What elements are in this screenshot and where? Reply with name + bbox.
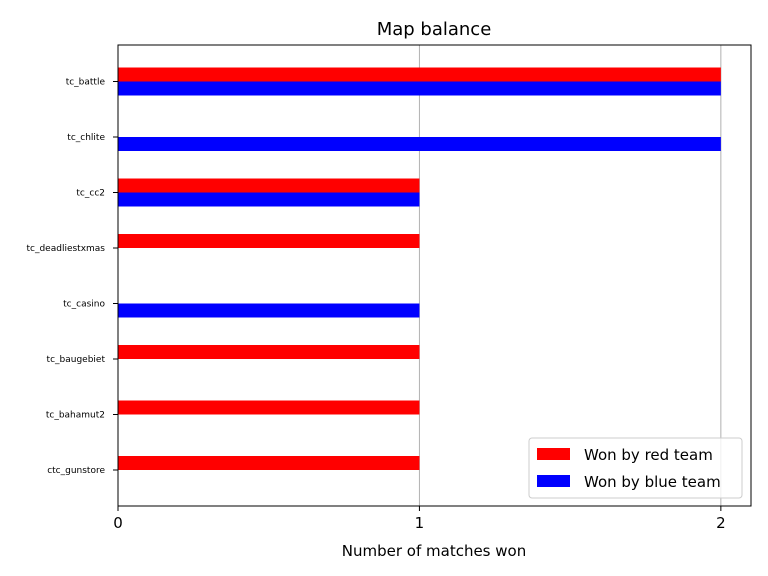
bar-blue-tc_cc2	[118, 192, 420, 207]
bar-blue-tc_chlite	[118, 137, 721, 151]
x-axis-label: Number of matches won	[342, 542, 526, 560]
bar-blue-tc_casino	[118, 303, 420, 318]
grid-layer	[418, 45, 722, 506]
bar-red-tc_bahamut2	[118, 400, 420, 415]
plot-frame	[117, 44, 752, 507]
bar-red-tc_cc2	[118, 178, 420, 193]
bar-red-tc_deadliestxmas	[118, 234, 420, 248]
legend-swatch-red	[537, 448, 570, 460]
y-tick-label: tc_battle	[66, 78, 106, 88]
legend: Won by red team Won by blue team	[528, 437, 743, 499]
y-tick-label: tc_chlite	[67, 133, 105, 143]
legend-frame	[528, 437, 743, 499]
x-tick-label: 0	[113, 514, 123, 532]
tick-layer: 0 1 2 tc_battle tc_chlite tc_cc2 tc_deadliestx…	[26, 78, 725, 533]
chart-title: Map balance	[377, 19, 492, 40]
legend-label-red: Won by red team	[584, 446, 713, 464]
y-tick-label: tc_bahamut2	[46, 411, 105, 421]
legend-label-blue: Won by blue team	[584, 473, 721, 491]
y-tick-label: tc_baugebiet	[47, 355, 106, 365]
bar-layer	[118, 67, 721, 470]
y-tick-label: tc_casino	[63, 300, 105, 310]
y-tick-label: ctc_gunstore	[47, 466, 105, 476]
y-tick-label: tc_deadliestxmas	[26, 244, 105, 254]
bar-red-ctc_gunstore	[118, 456, 420, 470]
legend-swatch-blue	[537, 475, 570, 487]
bar-blue-tc_battle	[118, 81, 721, 96]
x-tick-label: 2	[716, 514, 726, 532]
bar-red-tc_battle	[118, 67, 721, 82]
y-tick-label: tc_cc2	[76, 189, 105, 199]
bar-red-tc_baugebiet	[118, 345, 420, 359]
x-tick-label: 1	[415, 514, 425, 532]
